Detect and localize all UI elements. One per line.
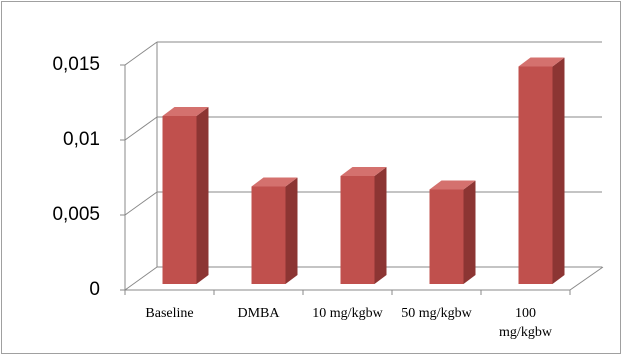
bar <box>518 66 553 284</box>
bar-side <box>285 177 298 284</box>
grid-line <box>124 41 158 66</box>
bar-side <box>552 57 565 284</box>
bar-top <box>518 57 565 67</box>
y-tick-label: 0 <box>89 279 100 300</box>
x-tick-label: 50 mg/kgbw <box>401 306 472 321</box>
bar <box>429 189 464 284</box>
bar <box>162 116 197 284</box>
y-tick-label: 0,015 <box>52 54 100 75</box>
grid-line <box>124 266 158 291</box>
bar-top <box>340 167 387 176</box>
x-tick-label: Baseline <box>145 306 194 321</box>
bar-top <box>251 177 298 187</box>
bar-side <box>196 107 209 284</box>
grid-line <box>124 191 158 216</box>
bar-side <box>374 167 387 284</box>
grid-line <box>124 116 158 141</box>
bar-side <box>463 180 476 284</box>
floor-side <box>569 266 604 291</box>
bar-top <box>429 180 476 190</box>
y-tick-label: 0,005 <box>52 204 100 225</box>
x-tick-label: 100 mg/kgbw <box>499 306 552 340</box>
bar <box>340 176 375 284</box>
bar <box>251 186 286 284</box>
bar-top <box>162 107 209 116</box>
y-tick-label: 0,01 <box>63 129 100 150</box>
x-tick-label: 10 mg/kgbw <box>312 306 383 321</box>
x-tick-label: DMBA <box>237 306 280 321</box>
